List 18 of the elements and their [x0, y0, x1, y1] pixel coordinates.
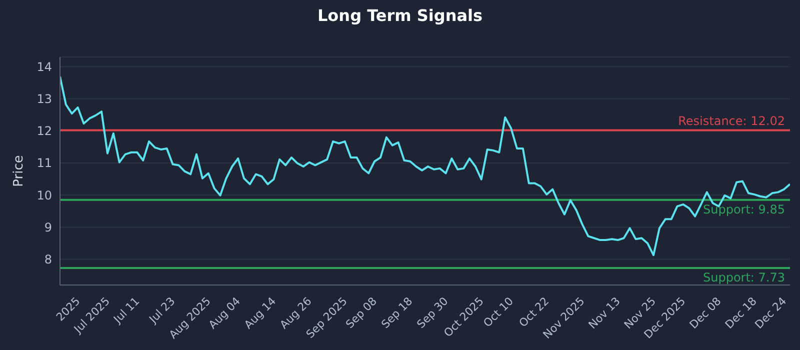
y-tick-label: 8	[44, 252, 52, 267]
x-tick-label: Jul 11	[110, 294, 142, 326]
line-series	[60, 76, 790, 256]
y-tick-label: 14	[36, 60, 52, 74]
y-axis-title: Price	[12, 155, 27, 187]
ref-line-label: Support: 7.73	[702, 270, 785, 284]
x-tick-label: Nov 13	[586, 294, 623, 332]
y-tick-label: 13	[36, 92, 52, 106]
chart-title: Long Term Signals	[316, 6, 484, 25]
y-tick-label: 9	[44, 220, 52, 234]
y-tick-label: 10	[36, 188, 52, 202]
x-tick-label: Dec 08	[687, 294, 724, 332]
x-tick-label: Jul 23	[146, 294, 178, 326]
y-tick-label: 11	[36, 156, 52, 170]
ref-line-label: Resistance: 12.02	[678, 114, 785, 128]
y-tick-label: 12	[36, 124, 52, 138]
x-tick-label: Sep 18	[378, 294, 416, 331]
ref-line-label: Support: 9.85	[702, 202, 785, 216]
